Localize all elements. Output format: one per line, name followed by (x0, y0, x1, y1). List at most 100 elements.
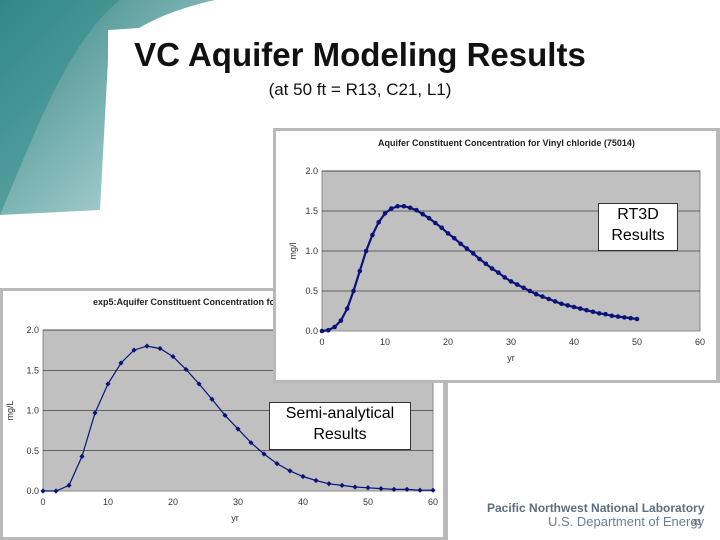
footer-org: Pacific Northwest National Laboratory (487, 501, 705, 515)
data-point (357, 268, 363, 274)
data-point (401, 203, 407, 209)
data-point (351, 288, 356, 294)
data-point (118, 360, 124, 366)
x-tick-label: 60 (428, 497, 438, 507)
data-point (420, 211, 426, 217)
data-point (338, 318, 344, 323)
y-axis-label: mg/l (288, 242, 298, 259)
x-tick-label: 0 (319, 337, 324, 347)
data-point (344, 306, 350, 311)
data-point (170, 353, 176, 360)
rt3d-results-callout: RT3D Results (598, 203, 678, 251)
data-point (79, 453, 85, 459)
x-tick-label: 40 (569, 337, 579, 347)
data-point (300, 473, 306, 480)
data-point (183, 366, 189, 373)
y-tick-label: 1.0 (305, 246, 318, 256)
footer-dept: U.S. Department of Energy (548, 514, 705, 529)
data-point (521, 285, 526, 291)
data-point (433, 220, 438, 226)
data-point (235, 426, 241, 432)
y-tick-label: 2.0 (26, 325, 39, 335)
data-point (407, 205, 413, 211)
x-axis-label: yr (507, 353, 515, 363)
x-tick-label: 10 (103, 497, 113, 507)
data-point (40, 488, 46, 494)
x-tick-label: 0 (40, 497, 45, 507)
data-point (196, 381, 202, 387)
x-tick-label: 20 (443, 337, 453, 347)
data-point (66, 482, 72, 488)
data-point (565, 303, 570, 308)
data-point (417, 487, 423, 493)
data-point (590, 309, 596, 315)
x-tick-label: 50 (632, 337, 642, 347)
rt3d-chart-panel: Aquifer Constituent Concentration for Vi… (276, 131, 716, 380)
data-point (634, 316, 640, 322)
data-point (552, 299, 558, 304)
y-tick-label: 0.5 (305, 286, 318, 296)
x-tick-label: 30 (233, 497, 243, 507)
data-point (131, 347, 137, 353)
data-point (382, 211, 388, 216)
y-tick-label: 1.5 (26, 365, 39, 375)
x-tick-label: 40 (298, 497, 308, 507)
data-point (515, 282, 520, 287)
data-point (363, 248, 369, 254)
data-point (502, 275, 507, 280)
data-point (603, 311, 608, 317)
data-point (533, 291, 539, 297)
data-point (105, 381, 111, 387)
data-point (477, 256, 482, 262)
data-point (274, 461, 280, 467)
data-point (578, 306, 583, 311)
data-point (370, 232, 375, 238)
data-point (261, 451, 267, 457)
data-point (319, 328, 325, 334)
x-tick-label: 50 (363, 497, 373, 507)
y-tick-label: 0.5 (26, 446, 39, 456)
data-point (496, 270, 501, 275)
chart-title: exp5:Aquifer Constituent Concentration f… (93, 297, 288, 307)
data-point (483, 261, 489, 267)
data-point (546, 296, 552, 302)
data-point (559, 301, 564, 307)
x-tick-label: 60 (695, 337, 705, 347)
slide-subtitle: (at 50 ft = R13, C21, L1) (268, 80, 452, 99)
data-point (628, 315, 633, 321)
data-point (470, 251, 476, 256)
data-point (540, 294, 545, 299)
data-point (414, 207, 419, 213)
y-tick-label: 0.0 (26, 486, 39, 496)
y-axis-label: mg/L (5, 400, 15, 420)
slide-title: VC Aquifer Modeling Results (134, 36, 586, 73)
data-point (339, 482, 345, 488)
data-point (326, 481, 332, 487)
data-point (527, 288, 533, 294)
page-number: 43 (692, 518, 701, 527)
data-point (287, 468, 293, 474)
semi-analytical-results-callout: Semi-analytical Results (269, 402, 411, 450)
data-point (445, 231, 451, 236)
data-point (326, 327, 331, 333)
data-point (609, 313, 615, 319)
data-point (248, 440, 254, 446)
data-point (571, 304, 577, 310)
data-point (439, 225, 444, 231)
data-point (622, 315, 627, 320)
data-point (426, 215, 432, 221)
data-point (458, 241, 463, 247)
data-point (389, 206, 394, 211)
data-point (596, 311, 602, 316)
y-tick-label: 0.0 (305, 326, 318, 336)
chart-title: Aquifer Constituent Concentration for Vi… (378, 138, 635, 148)
data-point (584, 307, 589, 313)
x-tick-label: 30 (506, 337, 516, 347)
y-tick-label: 2.0 (305, 166, 318, 176)
x-tick-label: 20 (168, 497, 178, 507)
data-point (508, 279, 514, 284)
x-axis-label: yr (231, 513, 239, 523)
data-point (615, 314, 621, 319)
data-point (376, 219, 381, 225)
